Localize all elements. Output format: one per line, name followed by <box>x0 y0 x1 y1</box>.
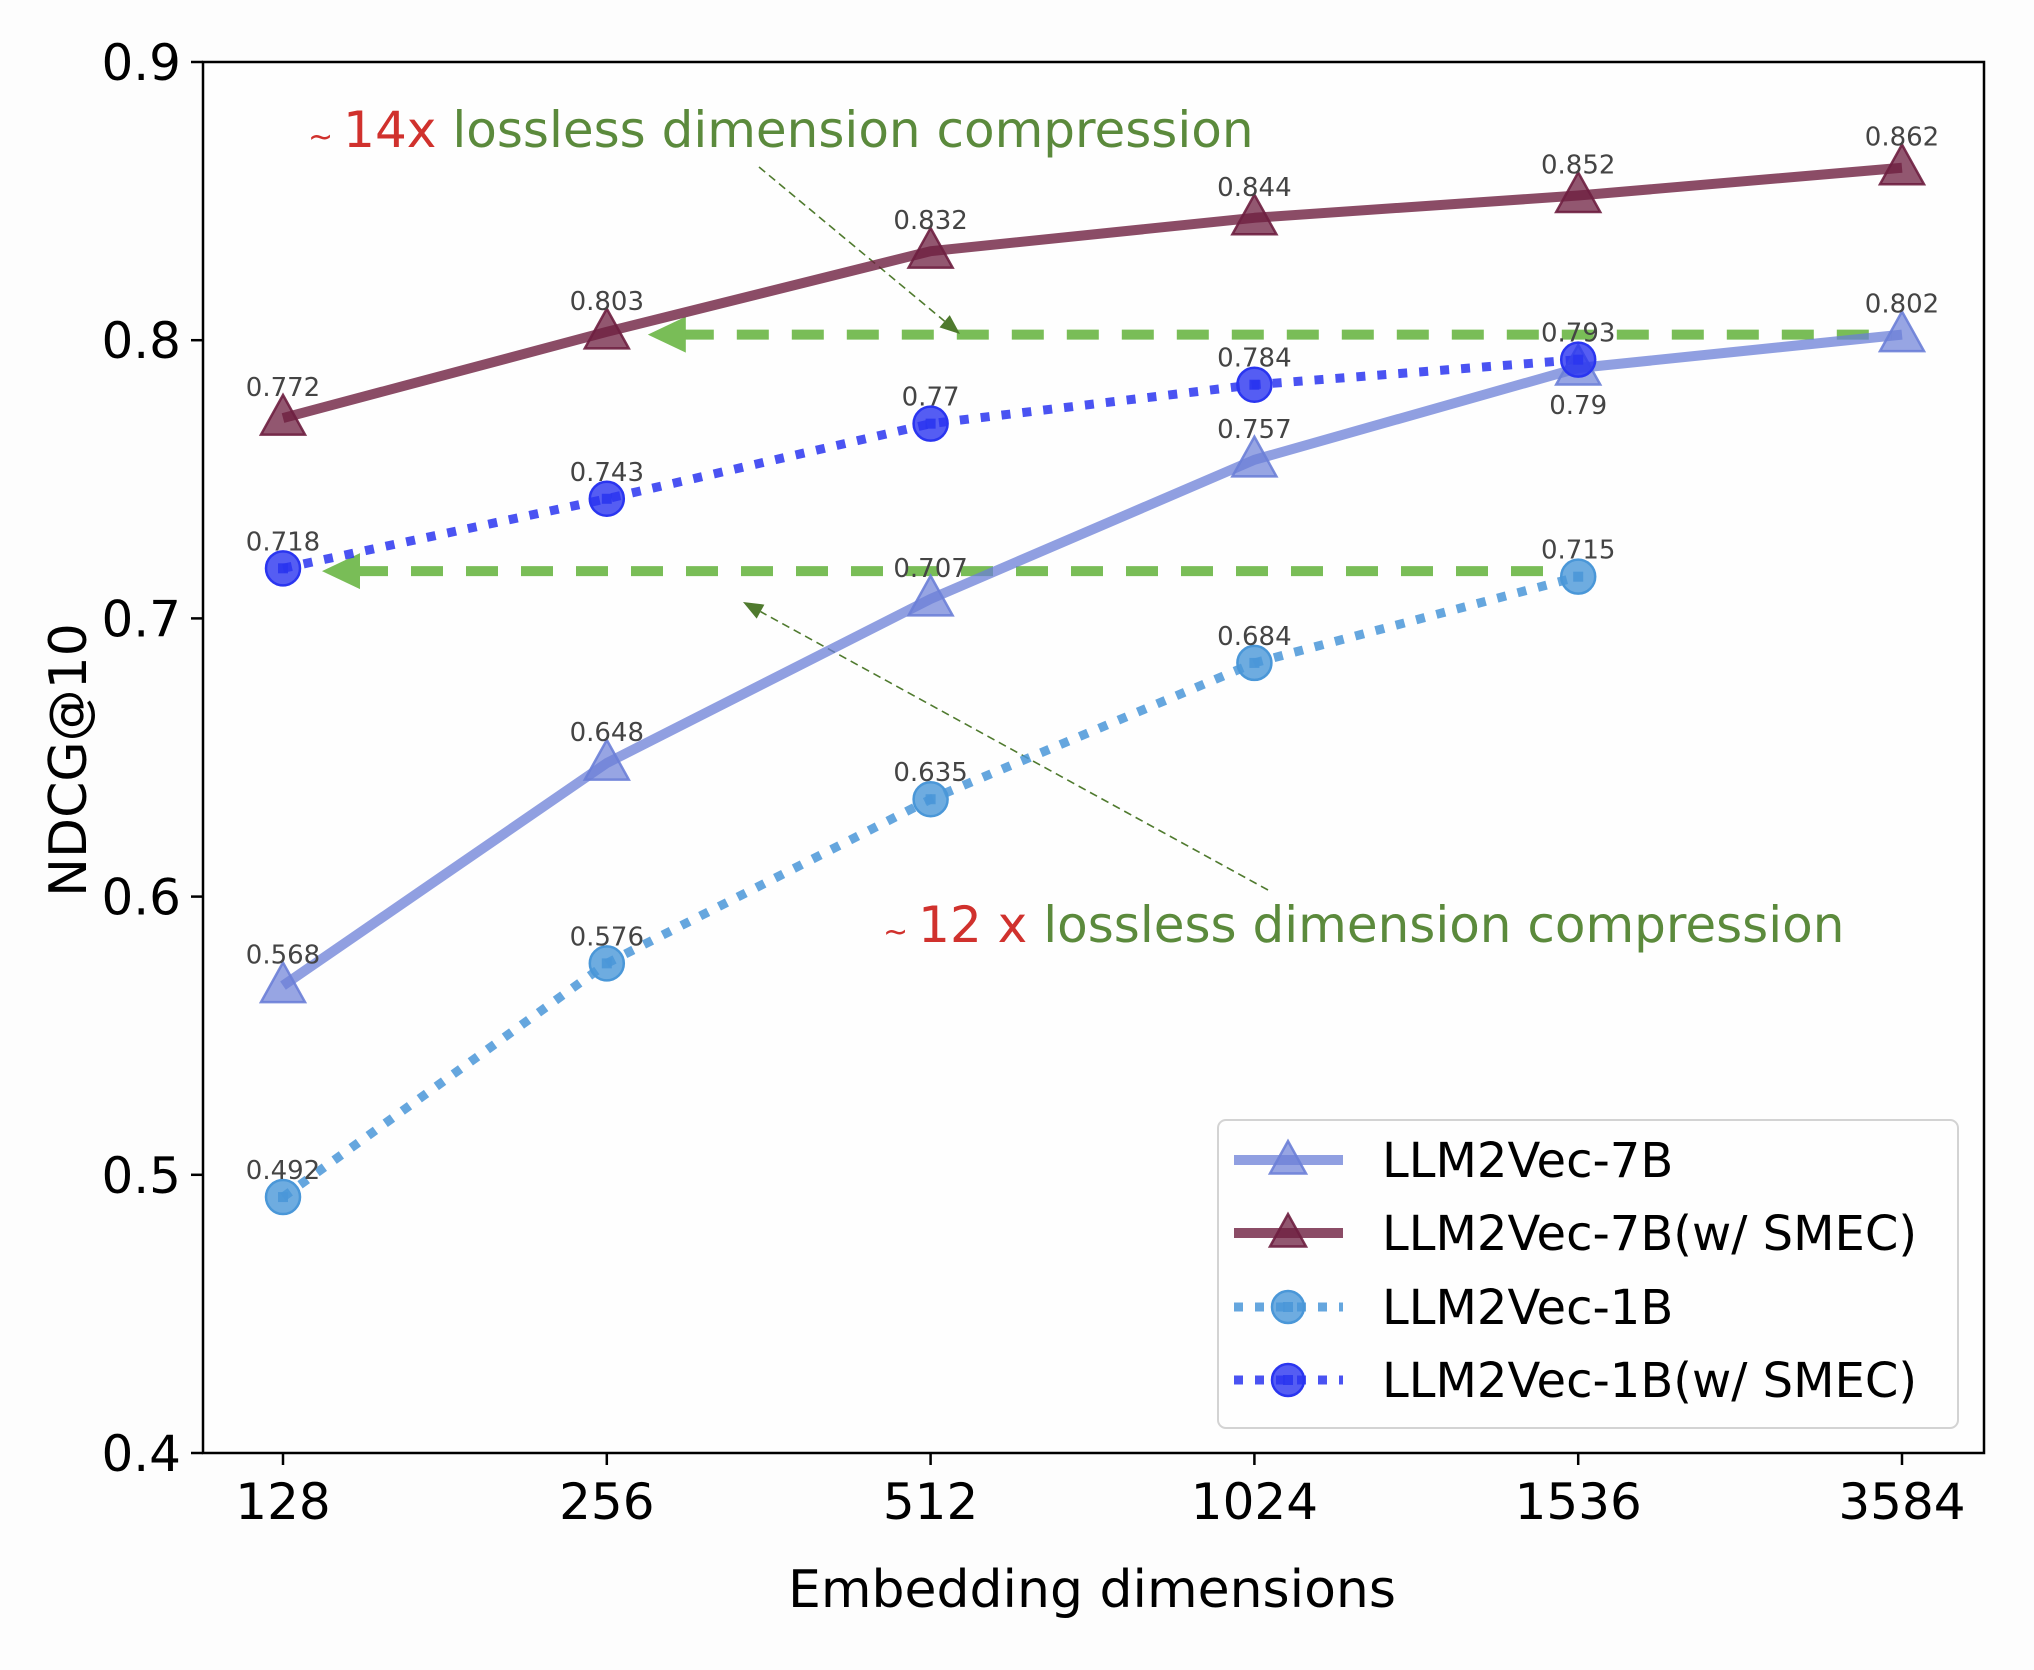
legend-marker-llm2vec-1b-center <box>1283 1302 1293 1312</box>
reference-lines <box>322 316 1892 590</box>
annotation-top-text: lossless dimension compression <box>452 101 1253 159</box>
marker-llm2vec-7b <box>1230 434 1279 478</box>
data-label-llm2vec-7b-w-smec: 0.862 <box>1865 123 1939 153</box>
legend-marker-llm2vec-1b-w-smec-center <box>1283 1375 1293 1385</box>
legend-item-llm2vec-7b: LLM2Vec-7B <box>1234 1133 1673 1189</box>
annotation-top-tilde: ~ <box>308 120 333 155</box>
annotation-top-arrow-head <box>939 315 960 334</box>
x-axis-label: Embedding dimensions <box>788 1560 1396 1620</box>
marker-llm2vec-1b-center <box>925 794 936 805</box>
annotation-bottom: ~12 x lossless dimension compression <box>883 896 1844 954</box>
x-tick-label: 3584 <box>1838 1473 1965 1531</box>
x-tick-label: 128 <box>235 1473 330 1531</box>
data-label-llm2vec-1b: 0.715 <box>1541 536 1615 566</box>
marker-llm2vec-1b-center <box>601 958 612 969</box>
marker-llm2vec-7b-w-smec <box>1554 169 1603 214</box>
legend-item-llm2vec-1b-w-smec: LLM2Vec-1B(w/ SMEC) <box>1234 1353 1917 1409</box>
y-tick-label: 0.6 <box>101 869 181 927</box>
data-label-llm2vec-1b-w-smec: 0.77 <box>902 383 960 413</box>
y-axis-label: NDCG@10 <box>39 623 99 897</box>
data-label-llm2vec-7b-w-smec: 0.803 <box>570 287 644 317</box>
marker-llm2vec-7b-w-smec <box>582 306 631 350</box>
annotation-bottom-text: lossless dimension compression <box>1043 896 1844 954</box>
data-label-llm2vec-7b: 0.568 <box>246 941 320 971</box>
data-label-llm2vec-7b: 0.802 <box>1865 290 1939 320</box>
upper-compression-line-arrowhead <box>647 316 686 353</box>
legend-marker-llm2vec-7b-w-smec <box>1267 1211 1309 1248</box>
marker-llm2vec-1b-w-smec-center <box>1573 354 1584 365</box>
annotation-top-factor: 14x <box>343 101 436 159</box>
y-tick-label: 0.4 <box>101 1425 181 1483</box>
legend-item-llm2vec-7b-w-smec: LLM2Vec-7B(w/ SMEC) <box>1234 1206 1917 1262</box>
data-label-llm2vec-7b-w-smec: 0.832 <box>893 206 967 236</box>
marker-llm2vec-1b-w-smec-center <box>925 418 936 429</box>
data-labels: 0.568 0.648 0.707 0.757 0.79 0.802 0.772 0.803 0… <box>246 123 1939 1186</box>
data-label-llm2vec-1b-w-smec: 0.793 <box>1541 319 1615 349</box>
legend: LLM2Vec-7B LLM2Vec-7B(w/ SMEC) LLM2Vec-1B L… <box>1217 1119 1959 1429</box>
annotation-bottom-arrow-head <box>743 602 765 619</box>
data-label-llm2vec-1b: 0.684 <box>1217 622 1291 652</box>
marker-llm2vec-7b-w-smec <box>1877 142 1927 186</box>
legend-label-llm2vec-1b: LLM2Vec-1B <box>1382 1280 1673 1336</box>
data-label-llm2vec-1b: 0.492 <box>246 1156 320 1186</box>
lower-compression-line-arrowhead <box>322 553 360 590</box>
data-label-llm2vec-1b-w-smec: 0.743 <box>570 458 644 488</box>
series-line-llm2vec-7b <box>280 329 1903 990</box>
data-label-llm2vec-7b: 0.757 <box>1217 415 1291 445</box>
data-label-llm2vec-7b: 0.79 <box>1549 391 1607 421</box>
data-label-llm2vec-1b-w-smec: 0.718 <box>246 527 320 557</box>
data-label-llm2vec-7b-w-smec: 0.844 <box>1217 173 1291 203</box>
data-label-llm2vec-7b: 0.648 <box>570 718 644 748</box>
legend-marker-llm2vec-7b <box>1267 1138 1309 1175</box>
legend-items: LLM2Vec-7B LLM2Vec-7B(w/ SMEC) LLM2Vec-1B L… <box>1234 1133 1917 1409</box>
y-tick-label: 0.7 <box>101 590 181 648</box>
data-label-llm2vec-7b-w-smec: 0.852 <box>1541 151 1615 181</box>
x-tick-label: 512 <box>883 1473 978 1531</box>
annotation-bottom-factor: 12 x <box>918 896 1027 954</box>
annotation-bottom-tilde: ~ <box>883 915 908 950</box>
y-axis-ticks: 0.4 0.5 0.6 0.7 0.8 0.9 <box>101 34 203 1483</box>
marker-llm2vec-7b <box>1877 308 1927 353</box>
series-line-llm2vec-7b-w-smec <box>281 162 1903 423</box>
legend-box <box>1217 1119 1959 1429</box>
marker-llm2vec-1b-center <box>1573 571 1584 582</box>
annotation-top-arrow <box>758 166 946 322</box>
x-axis-ticks: 128 256 512 1024 1536 3584 <box>235 1453 1966 1531</box>
series-markers <box>258 142 1927 1216</box>
marker-llm2vec-1b-w-smec-center <box>601 493 612 504</box>
y-tick-label: 0.5 <box>101 1147 181 1205</box>
legend-label-llm2vec-7b: LLM2Vec-7B <box>1382 1133 1673 1189</box>
marker-llm2vec-1b-center <box>278 1192 288 1203</box>
x-tick-label: 256 <box>559 1473 654 1531</box>
annotation-bottom-arrow <box>760 610 1269 891</box>
annotation-arrows <box>743 166 1269 891</box>
axes-frame <box>201 60 1986 1455</box>
marker-llm2vec-7b <box>906 573 955 617</box>
marker-llm2vec-7b <box>258 959 308 1004</box>
marker-llm2vec-7b-w-smec <box>258 392 308 436</box>
data-label-llm2vec-1b: 0.576 <box>570 922 644 952</box>
legend-label-llm2vec-7b-w-smec: LLM2Vec-7B(w/ SMEC) <box>1382 1206 1917 1262</box>
series-line-llm2vec-1b-w-smec <box>282 355 1579 573</box>
legend-label-llm2vec-1b-w-smec: LLM2Vec-1B(w/ SMEC) <box>1382 1353 1917 1409</box>
data-label-llm2vec-7b-w-smec: 0.772 <box>246 373 320 403</box>
y-tick-label: 0.8 <box>101 312 181 370</box>
marker-llm2vec-1b-w-smec-center <box>1249 379 1260 390</box>
x-tick-label: 1536 <box>1515 1473 1642 1531</box>
y-tick-label: 0.9 <box>101 34 181 92</box>
data-label-llm2vec-7b: 0.707 <box>893 554 967 584</box>
x-tick-label: 1024 <box>1191 1473 1318 1531</box>
legend-item-llm2vec-1b: LLM2Vec-1B <box>1234 1280 1673 1336</box>
marker-llm2vec-1b-w-smec-center <box>278 563 288 574</box>
marker-llm2vec-1b-center <box>1249 657 1260 668</box>
annotation-top: ~14x lossless dimension compression <box>308 101 1254 159</box>
marker-llm2vec-7b-w-smec <box>906 225 955 269</box>
data-label-llm2vec-1b: 0.635 <box>893 758 967 788</box>
data-label-llm2vec-1b-w-smec: 0.784 <box>1217 344 1291 374</box>
marker-llm2vec-7b-w-smec <box>1230 192 1279 236</box>
marker-llm2vec-7b <box>582 737 631 781</box>
